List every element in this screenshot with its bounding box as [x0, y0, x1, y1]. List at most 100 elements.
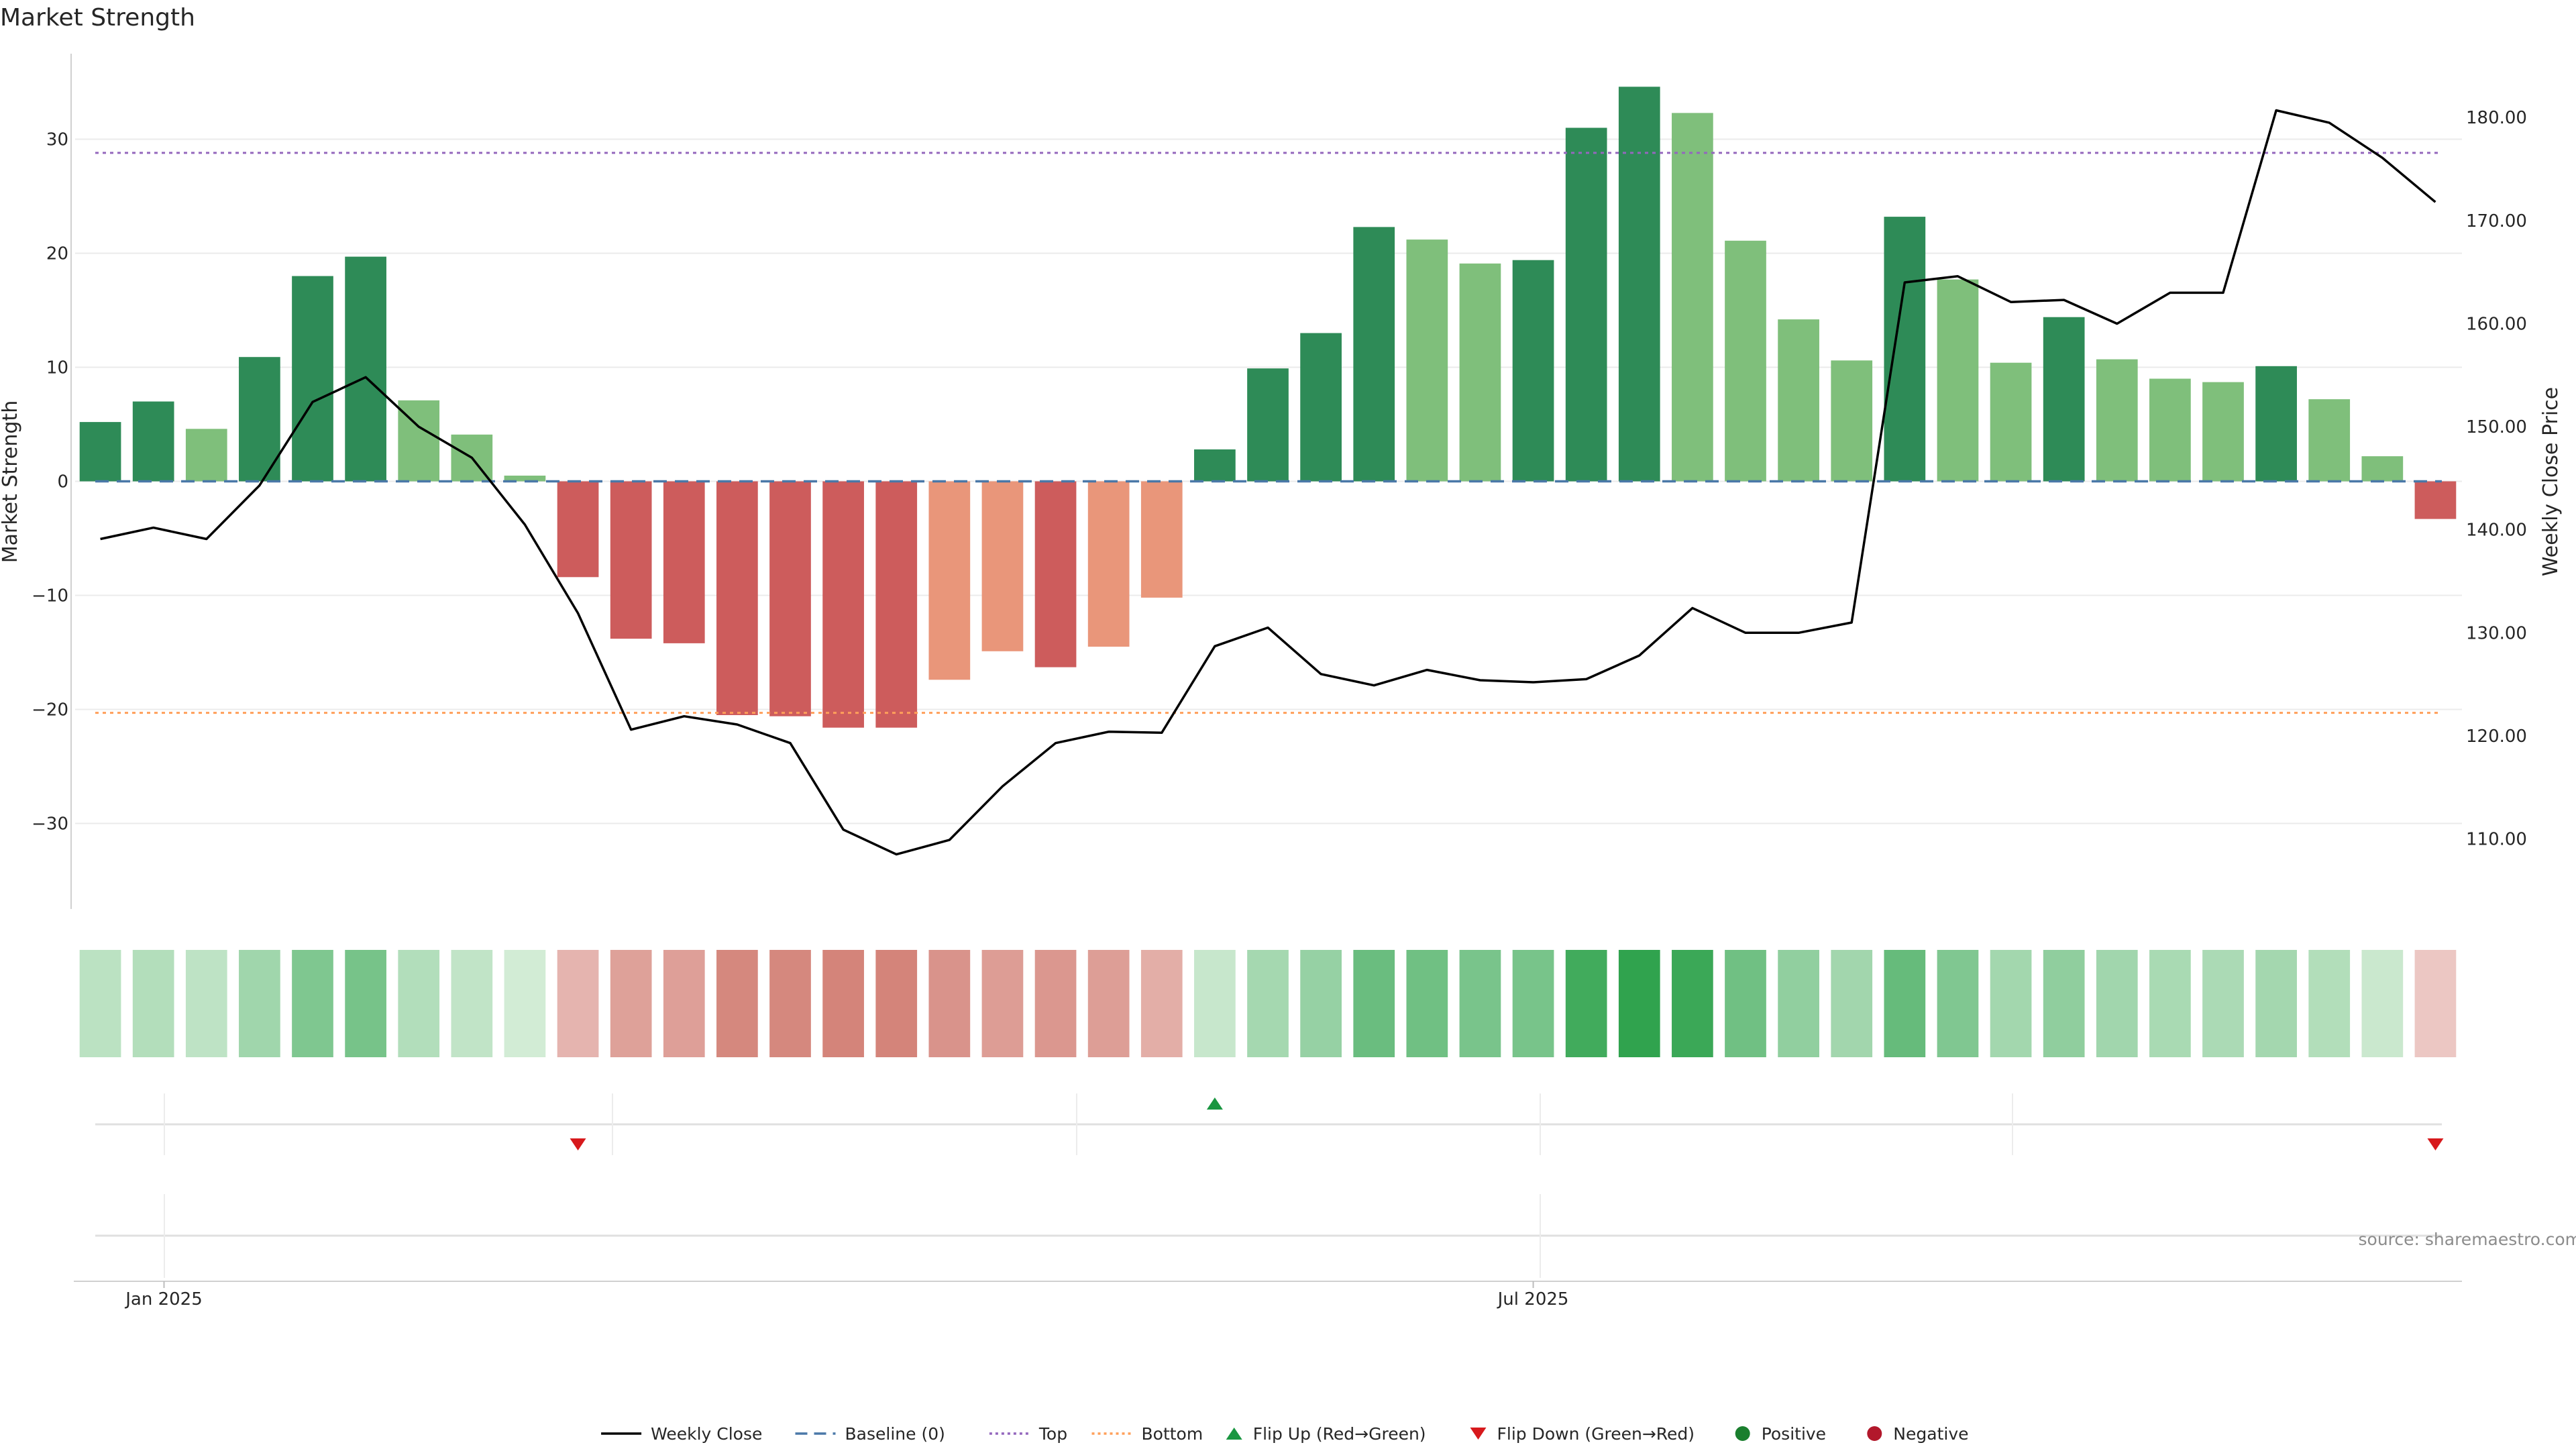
heatmap-cell [1990, 950, 2032, 1057]
y2-axis-label: Weekly Close Price [2539, 387, 2563, 576]
heatmap-cell [132, 950, 174, 1057]
heatmap-cell [1194, 950, 1236, 1057]
heatmap-cell [716, 950, 758, 1057]
heatmap-cell [1937, 950, 1979, 1057]
weekly-close-series [100, 109, 2436, 856]
bar [1725, 240, 1766, 482]
y2-tick-label: 170.00 [2466, 211, 2527, 231]
left-tick-labels: 30 20 10 0 −10 −20 −30 [32, 130, 68, 835]
y-axis-label: Market Strength [0, 400, 22, 563]
bar [1512, 260, 1554, 482]
y2-tick-label: 180.00 [2466, 108, 2527, 128]
dots-panel [95, 1194, 2442, 1278]
bar [79, 422, 121, 482]
heatmap-cell [2255, 950, 2297, 1057]
y2-tick-label: 120.00 [2466, 727, 2527, 747]
y2-tick-label: 160.00 [2466, 314, 2527, 334]
heatmap-cell [1565, 950, 1607, 1057]
heatmap-cell [663, 950, 705, 1057]
heatmap-cell [2202, 950, 2244, 1057]
heatmap-cell [345, 950, 386, 1057]
bar [981, 481, 1024, 651]
heatmap-cell [557, 950, 599, 1057]
heatmap-cell [1672, 950, 1713, 1057]
heatmap-cell [2043, 950, 2085, 1057]
bar [1140, 481, 1183, 598]
y-tick-label: 30 [46, 130, 68, 150]
bar [1034, 481, 1077, 667]
heatmap-cell [239, 950, 280, 1057]
reference-lines [95, 152, 2442, 714]
legend-label: Positive [1762, 1424, 1826, 1444]
bar [2096, 359, 2138, 482]
heatmap-cell [2414, 950, 2457, 1057]
heatmap-cell [1087, 950, 1130, 1057]
weekly-close-line [100, 109, 2436, 856]
bar [1406, 239, 1448, 482]
legend-item: Flip Up (Red→Green) [1226, 1424, 1426, 1444]
heatmap-cell [1778, 950, 1819, 1057]
legend-item: Bottom [1091, 1424, 1203, 1444]
legend-triangle-up [1226, 1428, 1242, 1440]
legend-label: Bottom [1142, 1424, 1203, 1444]
heatmap-cell [610, 950, 652, 1057]
heatmap-cell [1034, 950, 1077, 1057]
legend-item: Negative [1867, 1424, 1969, 1444]
bar [504, 476, 546, 482]
flip-down-marker [570, 1138, 586, 1150]
heatmap-cell [79, 950, 121, 1057]
bar [132, 401, 174, 482]
bar [2414, 481, 2457, 519]
y-tick-label: 10 [46, 358, 68, 378]
legend-item: Baseline (0) [795, 1424, 945, 1444]
bar [1300, 333, 1342, 482]
bar [822, 481, 864, 728]
heatmap-strip [79, 950, 2457, 1057]
bar [716, 481, 758, 715]
bar [2255, 366, 2297, 482]
bar [1831, 360, 1873, 482]
legend-dot [1867, 1426, 1882, 1441]
heatmap-cell [2096, 950, 2138, 1057]
bar [239, 357, 280, 482]
bar [557, 481, 599, 578]
y-tick-label: −20 [32, 700, 68, 720]
heatmap-cell [1247, 950, 1289, 1057]
heatmap-cell [504, 950, 546, 1057]
x-axis: Jan 2025 Jul 2025 [74, 1281, 2462, 1309]
heatmap-cell [2308, 950, 2351, 1057]
bar [185, 429, 227, 482]
heatmap-cell [1618, 950, 1660, 1057]
heatmap-cell [1512, 950, 1554, 1057]
legend-triangle-down [1470, 1428, 1487, 1440]
bar [1247, 368, 1289, 482]
x-tick-label: Jul 2025 [1497, 1289, 1569, 1309]
y2-tick-label: 110.00 [2466, 830, 2527, 850]
legend-dot [1735, 1426, 1750, 1441]
y-tick-label: 20 [46, 244, 68, 264]
legend-item: Weekly Close [601, 1424, 762, 1444]
flip-markers-panel [95, 1093, 2444, 1155]
legend-label: Top [1038, 1424, 1067, 1444]
heatmap-cell [1300, 950, 1342, 1057]
legend-label: Flip Up (Red→Green) [1253, 1424, 1426, 1444]
y-tick-label: −10 [32, 586, 68, 606]
heatmap-cell [1725, 950, 1766, 1057]
bar [875, 481, 918, 728]
heatmap-cell [1353, 950, 1395, 1057]
bar [1087, 481, 1130, 647]
bar [928, 481, 971, 680]
bar-series [79, 87, 2457, 728]
legend-label: Flip Down (Green→Red) [1497, 1424, 1695, 1444]
bar [610, 481, 652, 639]
legend-item: Positive [1735, 1424, 1826, 1444]
bar [292, 276, 333, 482]
bar [1990, 362, 2032, 482]
bar [1884, 217, 1926, 482]
heatmap-cell [981, 950, 1024, 1057]
heatmap-cell [1831, 950, 1873, 1057]
bar [1937, 279, 1979, 482]
legend: Weekly Close Baseline (0) Top Bottom Flip Up… [601, 1424, 1969, 1444]
bar [2202, 382, 2244, 482]
right-tick-labels: 180.00 170.00 160.00 150.00 140.00 130.00 120.… [2466, 108, 2527, 849]
